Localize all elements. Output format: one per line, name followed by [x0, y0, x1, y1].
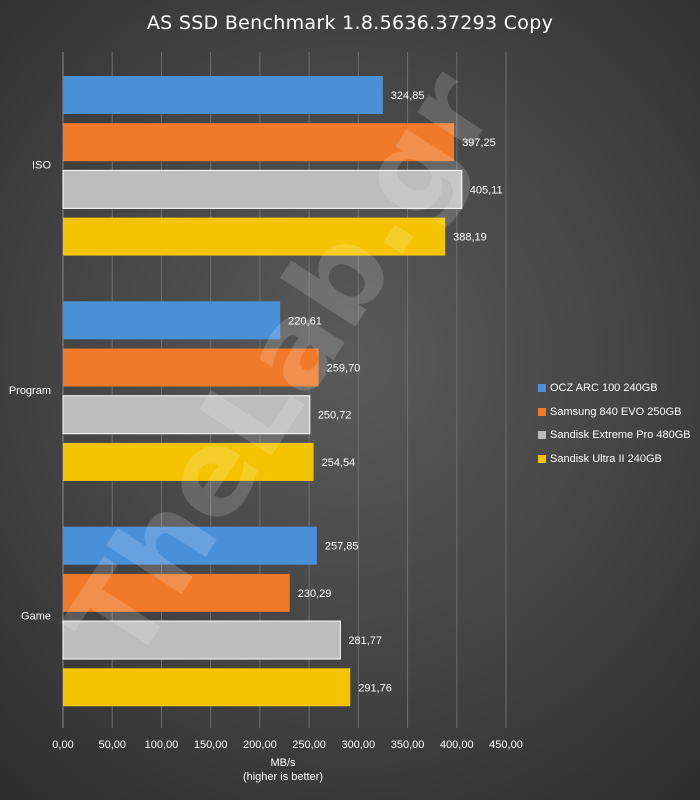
x-tick-label: 450,00 — [489, 739, 523, 751]
legend-label: OCZ ARC 100 240GB — [550, 381, 658, 394]
legend: OCZ ARC 100 240GB Samsung 840 EVO 250GB Sa… — [538, 376, 691, 471]
x-tick-label: 150,00 — [194, 739, 228, 751]
x-tick-label: 0,00 — [52, 739, 73, 751]
category-label: ISO — [32, 160, 51, 172]
bar — [63, 573, 290, 612]
data-label: 250,72 — [318, 410, 352, 422]
legend-item: Sandisk Ultra II 240GB — [538, 447, 691, 471]
x-tick-label: 100,00 — [145, 739, 179, 751]
data-label: 254,54 — [322, 457, 356, 469]
x-tick-label: 350,00 — [391, 739, 425, 751]
bar — [63, 76, 383, 114]
category-label: Game — [21, 610, 51, 622]
legend-swatch — [538, 431, 546, 440]
x-tick-label: 300,00 — [342, 739, 376, 751]
bar — [63, 526, 317, 565]
data-label: 324,85 — [391, 90, 425, 102]
data-label: 230,29 — [298, 588, 332, 600]
data-label: 281,77 — [348, 635, 382, 647]
legend-label: Sandisk Ultra II 240GB — [550, 452, 662, 465]
bar — [63, 301, 281, 340]
x-axis-title: MB/s (higher is better) — [0, 756, 566, 784]
legend-label: Samsung 840 EVO 250GB — [550, 405, 682, 418]
x-axis-title-line-2: (higher is better) — [242, 771, 324, 783]
data-label: 388,19 — [453, 232, 487, 244]
chart-title: AS SSD Benchmark 1.8.5636.37293 Copy — [146, 12, 554, 34]
bar — [62, 395, 311, 435]
bar — [62, 620, 341, 660]
legend-swatch — [538, 407, 546, 416]
legend-swatch — [538, 383, 546, 392]
bar — [62, 169, 463, 209]
legend-item: Sandisk Extreme Pro 480GB — [538, 423, 691, 447]
bar — [63, 348, 319, 387]
legend-item: OCZ ARC 100 240GB — [538, 376, 691, 400]
data-label: 397,25 — [462, 137, 496, 149]
legend-item: Samsung 840 EVO 250GB — [538, 400, 691, 424]
data-label: 220,61 — [288, 315, 322, 327]
bar — [63, 123, 455, 162]
x-tick-label: 200,00 — [243, 739, 277, 751]
x-tick-label: 400,00 — [440, 739, 474, 751]
category-label: Program — [9, 385, 51, 397]
data-label: 291,76 — [358, 682, 392, 694]
bar — [63, 668, 351, 707]
legend-swatch — [538, 454, 546, 463]
x-axis-title-line-1: MB/s — [270, 757, 296, 769]
bar — [63, 217, 446, 256]
legend-label: Sandisk Extreme Pro 480GB — [550, 429, 691, 442]
x-tick-label: 50,00 — [98, 739, 126, 751]
x-tick-label: 250,00 — [292, 739, 326, 751]
data-label: 259,70 — [327, 363, 361, 375]
bar — [63, 442, 314, 481]
data-label: 257,85 — [325, 541, 359, 553]
data-label: 405,11 — [470, 184, 503, 196]
